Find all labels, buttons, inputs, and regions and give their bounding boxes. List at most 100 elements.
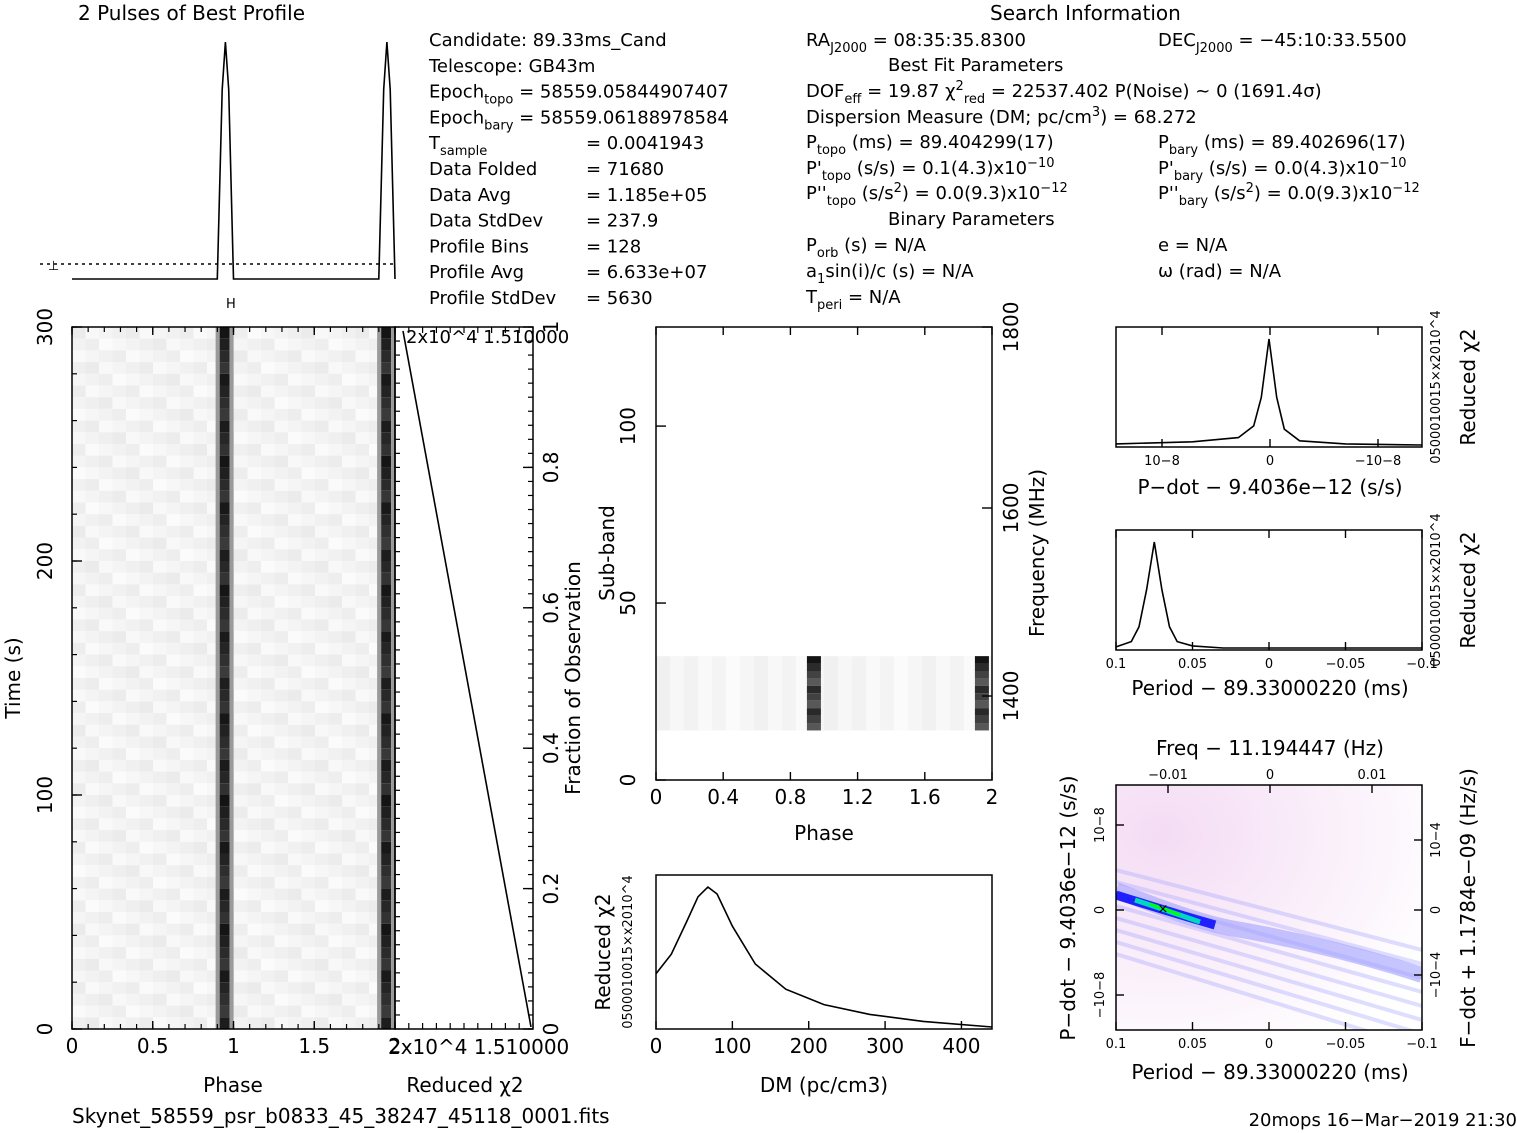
noise-cell — [139, 795, 153, 807]
noise-cell — [166, 724, 180, 737]
noise-cell — [274, 912, 288, 924]
noise-cell — [247, 900, 261, 912]
noise-cell — [247, 689, 261, 702]
noise-cell — [166, 982, 180, 994]
noise-cell — [315, 865, 329, 877]
noise-cell — [99, 900, 113, 912]
noise-cell — [180, 1005, 194, 1018]
noise-cell — [247, 596, 261, 608]
noise-cell — [193, 385, 207, 398]
noise-cell — [355, 596, 369, 608]
noise-cell — [369, 759, 383, 772]
noise-cell — [85, 853, 99, 866]
info-mid-line: Porb​ (s) = N/A — [806, 235, 927, 261]
noise-cell — [99, 444, 113, 456]
noise-cell — [288, 362, 302, 374]
noise-cell — [180, 678, 194, 690]
noise-cell — [85, 1017, 99, 1029]
info-right-line-sub: J2000 — [1195, 41, 1233, 56]
noise-cell — [261, 935, 275, 948]
noise-cell — [355, 748, 369, 760]
noise-cell — [301, 397, 315, 409]
noise-cell — [180, 958, 194, 971]
noise-cell — [207, 561, 221, 573]
noise-cell — [369, 397, 383, 409]
noise-cell — [274, 631, 288, 643]
info-right-line: ω (rad) = N/A — [1158, 261, 1282, 282]
noise-cell — [72, 713, 86, 725]
noise-cell — [72, 795, 86, 807]
x-tick-label: 1.2 — [842, 785, 874, 809]
noise-cell — [126, 748, 140, 760]
noise-cell — [301, 373, 315, 386]
pulse-cell — [219, 947, 230, 959]
info-mid-line-sub: peri — [817, 298, 842, 313]
noise-cell — [207, 783, 221, 795]
info-mid-line-sup: 2 — [956, 79, 964, 94]
pulse-cell — [381, 350, 392, 363]
noise-cell — [139, 678, 153, 690]
noise-cell — [153, 549, 167, 561]
noise-cell — [99, 584, 113, 597]
noise-cell — [288, 549, 302, 561]
noise-cell — [166, 1017, 180, 1029]
noise-cell — [207, 982, 221, 994]
noise-cell — [355, 479, 369, 491]
pulse-cell — [219, 385, 230, 398]
noise-cell — [85, 362, 99, 374]
noise-cell — [355, 549, 369, 561]
info-mid-line-sub: topo — [827, 194, 856, 209]
noise-cell — [261, 736, 275, 749]
noise-cell — [126, 724, 140, 737]
pulse-cell — [381, 408, 392, 421]
noise-cell — [112, 795, 126, 807]
noise-cell — [85, 502, 99, 515]
noise-cell — [180, 561, 194, 573]
pulse-cell — [381, 748, 392, 760]
noise-cell — [153, 795, 167, 807]
noise-cell — [72, 982, 86, 994]
noise-cell — [166, 572, 180, 585]
noise-cell — [99, 502, 113, 515]
noise-cell — [261, 350, 275, 363]
noise-cell — [153, 525, 167, 538]
noise-cell — [369, 514, 383, 526]
search-info-title: Search Information — [990, 1, 1181, 25]
noise-cell — [342, 525, 356, 538]
noise-cell — [99, 888, 113, 901]
noise-cell — [328, 888, 342, 901]
noise-cell — [369, 327, 383, 339]
noise-cell — [180, 982, 194, 994]
noise-cell — [301, 771, 315, 784]
y-tick-label: 200 — [33, 542, 57, 580]
noise-cell — [112, 865, 126, 877]
pulse-cell — [381, 795, 392, 807]
noise-cell — [288, 502, 302, 515]
noise-cell — [328, 736, 342, 749]
noise-cell — [207, 397, 221, 409]
noise-cell — [112, 947, 126, 959]
pulse-cell — [219, 479, 230, 491]
noise-cell — [85, 841, 99, 854]
noise-cell — [193, 467, 207, 480]
noise-cell — [166, 584, 180, 597]
pulse-cell — [381, 818, 392, 831]
noise-cell — [234, 970, 248, 983]
noise-cell — [112, 748, 126, 760]
info-mid-line-part: = 19.87 χ — [861, 81, 955, 102]
noise-cell — [315, 420, 329, 433]
noise-cell — [369, 900, 383, 912]
info-left-line-part: T — [428, 133, 441, 154]
info-left-line-sub: sample — [440, 144, 487, 159]
noise-cell — [342, 327, 356, 339]
noise-cell — [328, 958, 342, 971]
noise-cell — [342, 689, 356, 702]
y2-tick-label: 0 — [1429, 906, 1444, 914]
noise-cell — [328, 362, 342, 374]
pulse-cell — [219, 736, 230, 749]
noise-cell — [112, 923, 126, 936]
noise-cell — [126, 549, 140, 561]
noise-cell — [193, 713, 207, 725]
noise-cell — [180, 701, 194, 714]
noise-cell — [274, 350, 288, 363]
